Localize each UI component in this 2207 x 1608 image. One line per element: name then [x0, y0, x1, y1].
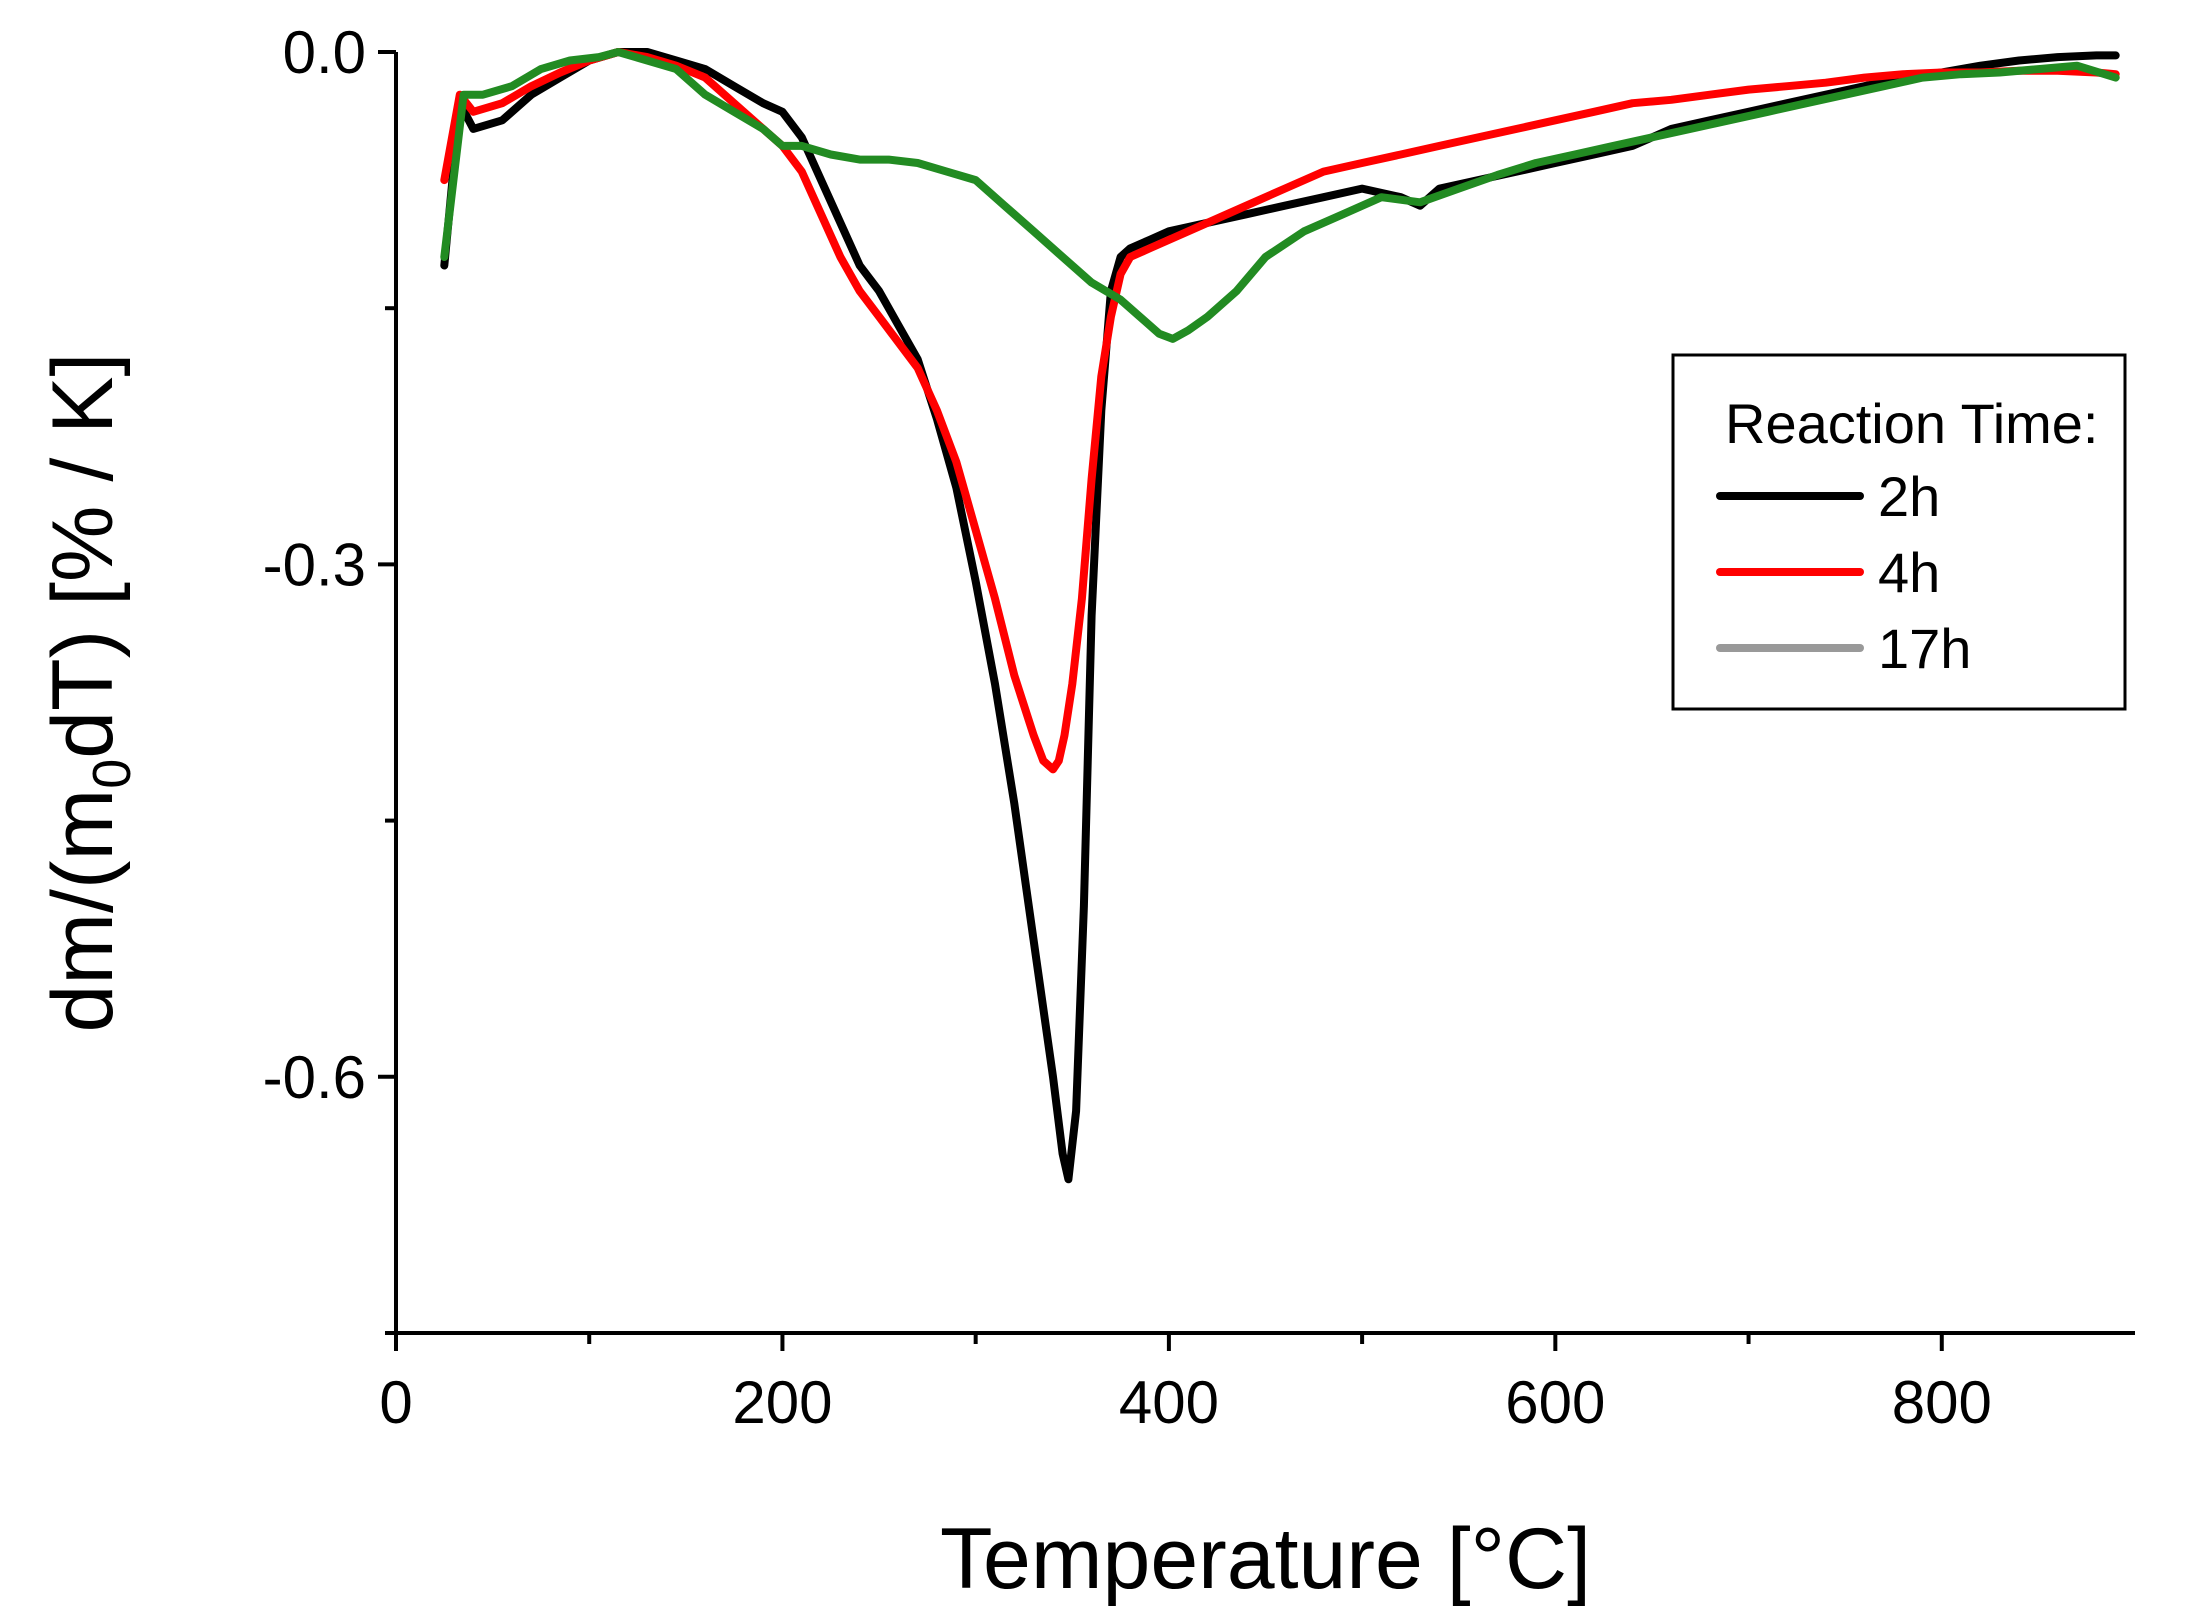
axes: 0 200 400 600 800 0.0 -0.3 -0.6 [263, 19, 2135, 1436]
x-tick-label: 800 [1892, 1369, 1992, 1436]
legend: Reaction Time: 2h 4h 17h [1671, 353, 2127, 711]
y-title-part: dm/(m [35, 789, 131, 1033]
x-tick-label: 200 [732, 1369, 832, 1436]
series-line-4h [440, 48, 2120, 774]
legend-label-17h: 17h [1878, 617, 1971, 680]
legend-entries: 2h 4h 17h [1716, 465, 1971, 680]
y-tick-label: -0.3 [263, 531, 366, 598]
plot-series [440, 48, 2120, 1184]
x-tick-label: 600 [1505, 1369, 1605, 1436]
x-tick-label: 0 [379, 1369, 412, 1436]
series-line-17h [440, 48, 2120, 343]
legend-title: Reaction Time: [1725, 392, 2099, 455]
y-tick-label: 0.0 [283, 19, 366, 86]
y-tick-label: -0.6 [263, 1044, 366, 1111]
y-title-part: dT) [% / K] [35, 353, 131, 759]
legend-label-2h: 2h [1878, 465, 1940, 528]
x-axis-title: Temperature [°C] [940, 1511, 1591, 1607]
x-tick-label: 400 [1119, 1369, 1219, 1436]
series-line-2h [440, 48, 2120, 1184]
y-axis-title-text: dm/(m0dT) [% / K] [35, 353, 142, 1033]
y-title-subscript: 0 [82, 759, 142, 789]
legend-label-4h: 4h [1878, 541, 1940, 604]
y-axis-title: dm/(m0dT) [% / K] [35, 353, 142, 1033]
